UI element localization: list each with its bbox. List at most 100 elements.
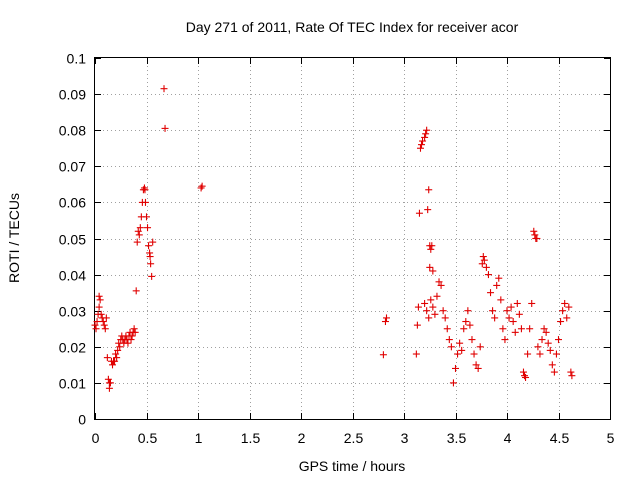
data-point — [425, 186, 433, 194]
data-point — [132, 287, 140, 295]
data-point — [426, 263, 434, 271]
data-point — [530, 227, 538, 235]
data-point — [495, 274, 503, 282]
data-point — [472, 361, 480, 369]
data-point — [449, 379, 457, 387]
data-point — [563, 314, 571, 322]
data-point — [429, 267, 437, 275]
data-point — [413, 321, 421, 329]
data-point — [421, 133, 429, 141]
data-point — [147, 260, 155, 268]
data-point — [144, 224, 152, 232]
data-point — [421, 299, 429, 307]
data-point — [422, 130, 430, 138]
data-point — [533, 235, 541, 242]
x-tick-label: 2.5 — [344, 430, 364, 446]
data-point — [114, 346, 122, 354]
data-point — [160, 85, 168, 93]
y-tick-label: 0.07 — [59, 159, 86, 175]
data-point — [447, 343, 455, 351]
data-point — [111, 357, 119, 365]
data-point — [95, 303, 103, 311]
x-tick-label: 2 — [298, 430, 306, 446]
data-point — [526, 325, 534, 333]
data-point — [491, 314, 499, 322]
data-point — [134, 227, 142, 235]
data-point — [464, 307, 472, 315]
data-point — [479, 253, 487, 261]
data-point — [546, 346, 554, 354]
data-point — [474, 364, 482, 372]
data-point — [513, 299, 521, 307]
data-point — [431, 310, 439, 318]
data-point — [418, 141, 426, 149]
data-point — [104, 375, 112, 383]
data-point — [112, 350, 120, 358]
data-point — [517, 325, 525, 333]
data-point — [476, 343, 484, 351]
data-point — [135, 231, 143, 239]
data-point — [555, 336, 562, 344]
data-point — [116, 343, 124, 351]
data-point — [534, 343, 542, 351]
data-point — [105, 384, 113, 392]
data-point — [106, 379, 114, 387]
data-point — [141, 198, 149, 206]
data-point — [507, 303, 515, 311]
x-tick-label: 3.5 — [447, 430, 467, 446]
data-point — [433, 292, 441, 300]
data-point — [148, 272, 156, 280]
data-point — [424, 206, 432, 214]
chart-title: Day 271 of 2011, Rate Of TEC Index for r… — [186, 19, 519, 35]
data-point — [415, 209, 423, 217]
grid — [95, 58, 610, 419]
data-point — [109, 361, 117, 369]
data-point — [515, 310, 523, 318]
data-point — [480, 256, 488, 264]
data-point — [96, 296, 104, 304]
data-point — [548, 361, 556, 369]
data-point — [428, 242, 436, 250]
data-point — [542, 328, 550, 336]
data-point — [567, 368, 575, 376]
x-tick-label: 1 — [195, 430, 203, 446]
data-point — [128, 332, 136, 340]
data-point — [437, 281, 445, 289]
data-point — [91, 321, 99, 329]
data-point — [427, 296, 435, 304]
data-point — [521, 372, 529, 380]
data-point — [497, 296, 505, 304]
data-point — [452, 364, 459, 372]
data-point — [439, 307, 447, 315]
data-point — [466, 321, 474, 329]
x-tick-label: 4.5 — [550, 430, 570, 446]
x-tick-label: 0.5 — [138, 430, 158, 446]
data-point — [136, 224, 144, 232]
x-tick-label: 1.5 — [241, 430, 261, 446]
data-point — [429, 303, 437, 311]
data-point — [423, 307, 431, 315]
data-point — [540, 325, 548, 333]
data-point — [103, 354, 111, 362]
x-tick-label: 4 — [504, 430, 512, 446]
data-point — [478, 260, 486, 268]
data-point — [487, 289, 495, 297]
data-point — [414, 303, 422, 311]
data-point — [143, 213, 150, 221]
data-point — [161, 124, 169, 132]
data-point — [470, 350, 478, 358]
data-point — [468, 336, 476, 344]
data-point — [528, 299, 536, 307]
data-point — [416, 144, 424, 152]
data-point — [427, 245, 435, 253]
y-tick-label: 0.01 — [59, 376, 86, 392]
data-point — [92, 325, 100, 333]
data-point — [146, 253, 154, 261]
data-point — [552, 350, 560, 358]
data-point — [544, 339, 552, 347]
data-point — [565, 303, 573, 311]
axis-ticks: 0 0.5 1 1.5 2 2.5 3 3.5 4 4.5 5 0 0.01 0.02 0.03 0.04 0.… — [59, 51, 615, 447]
data-point — [198, 182, 206, 190]
data-point — [99, 318, 107, 326]
